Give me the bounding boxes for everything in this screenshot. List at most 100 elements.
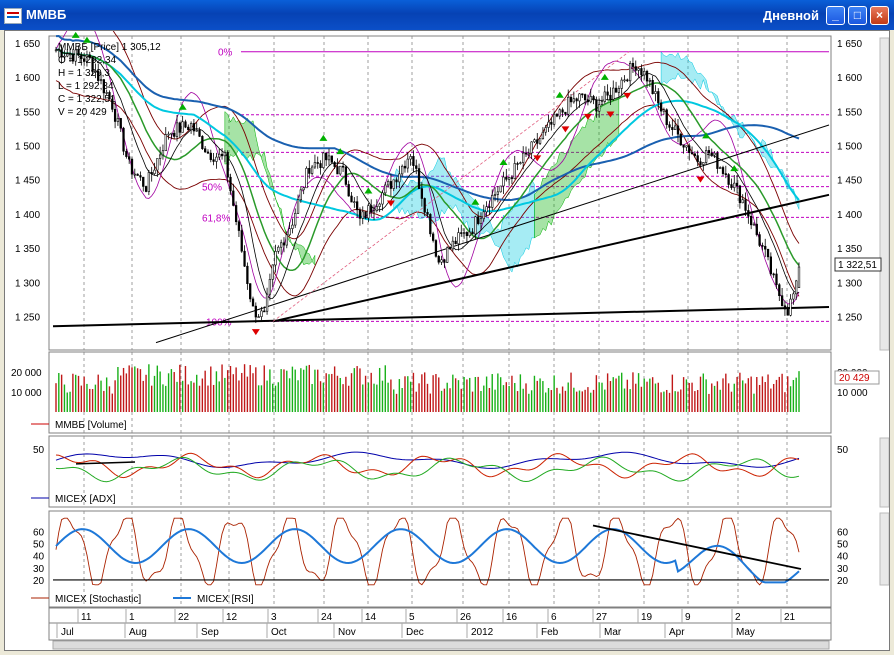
candle-body [60, 49, 63, 58]
day-label: 3 [271, 612, 277, 623]
candle-body [381, 192, 384, 205]
candle-body [485, 206, 488, 213]
candle-body [488, 206, 491, 208]
candle-body [783, 305, 787, 310]
candle-body [704, 150, 708, 163]
candle-body [220, 153, 224, 157]
candle-body [181, 121, 184, 133]
candle-body [398, 173, 401, 183]
candle-body [730, 184, 733, 188]
candle-body [333, 162, 336, 167]
fractal-down-marker [561, 126, 570, 133]
volume-tick-right: 10 000 [837, 388, 868, 399]
day-label: 19 [641, 612, 653, 623]
candle-body [285, 234, 288, 246]
candle-body [229, 176, 232, 192]
day-label: 14 [365, 612, 377, 623]
price-tick-right: 1 650 [837, 39, 862, 50]
candle-body [538, 138, 542, 144]
chart-app-icon [4, 8, 22, 24]
candle-body [519, 162, 522, 164]
candle-body [66, 53, 69, 57]
sma-long-line [55, 34, 800, 201]
candle-body [175, 122, 179, 137]
price-tick-right: 1 400 [837, 210, 862, 221]
candle-body [375, 206, 378, 211]
candle-body [184, 121, 187, 128]
candle-body [750, 215, 753, 226]
candle-body [775, 273, 778, 285]
candle-body [313, 162, 317, 168]
month-label: Dec [406, 627, 424, 638]
day-label: 6 [551, 612, 557, 623]
candle-body [189, 123, 193, 131]
candle-body [516, 163, 519, 165]
candle-body [164, 134, 167, 152]
candle-body [94, 70, 97, 73]
candle-body [606, 91, 609, 96]
day-label: 5 [409, 612, 415, 623]
support-trendline [52, 306, 830, 328]
volume-legend: ММВБ [Volume] [55, 420, 127, 431]
candle-body [623, 79, 626, 82]
day-label: 22 [178, 612, 190, 623]
price-tick-left: 1 650 [15, 39, 40, 50]
fractal-up-marker [178, 103, 187, 110]
candle-body [322, 152, 325, 168]
last-volume-label: 20 429 [839, 373, 870, 384]
candle-body [355, 201, 359, 211]
fractal-down-marker [251, 329, 260, 336]
candle-body [491, 195, 494, 208]
candle-body [493, 194, 497, 196]
maximize-button[interactable]: □ [848, 6, 867, 25]
candle-body [167, 133, 170, 136]
price-tick-left: 1 350 [15, 244, 40, 255]
candle-body [555, 113, 559, 117]
candle-body [99, 79, 103, 81]
candle-body [367, 205, 370, 219]
candle-body [178, 122, 181, 133]
candle-body [541, 131, 545, 140]
candle-body [547, 121, 550, 128]
osc-tick-left: 40 [33, 552, 45, 563]
candle-body [341, 165, 345, 168]
candle-body [468, 231, 471, 237]
ohlc-line-close: C = 1 322,51 [58, 94, 116, 105]
candle-body [294, 212, 297, 226]
close-button[interactable]: × [870, 6, 889, 25]
candle-body [772, 273, 775, 276]
candle-body [223, 152, 227, 157]
candle-body [465, 232, 469, 237]
candle-body [628, 63, 632, 82]
candle-body [659, 102, 663, 112]
candle-body [68, 53, 72, 56]
price-tick-left: 1 600 [15, 73, 40, 84]
candle-body [336, 166, 339, 175]
candle-body [561, 109, 564, 113]
candle-body [370, 205, 373, 213]
candle-body [496, 191, 500, 195]
minimize-button[interactable]: _ [826, 6, 845, 25]
candle-body [789, 298, 792, 316]
month-label: Mar [604, 627, 622, 638]
sma-fast-line [55, 49, 800, 299]
fib-diagonal [272, 51, 630, 322]
fib-label: 50% [202, 183, 222, 194]
fib-label: 61,8% [202, 213, 230, 224]
candle-body [448, 247, 452, 250]
candle-body [598, 104, 601, 112]
candle-body [592, 96, 595, 101]
candle-body [696, 155, 699, 163]
fib-label: 0% [218, 48, 233, 59]
candle-body [128, 156, 131, 160]
candle-body [713, 152, 716, 156]
osc-panel-frame [48, 510, 832, 608]
price-tick-left: 1 300 [15, 278, 40, 289]
candle-body [586, 99, 590, 103]
candle-body [682, 144, 685, 148]
candle-body [536, 139, 539, 144]
candle-body [80, 54, 83, 60]
candle-body [431, 233, 435, 241]
candle-body [116, 118, 120, 122]
candle-body [688, 145, 691, 153]
